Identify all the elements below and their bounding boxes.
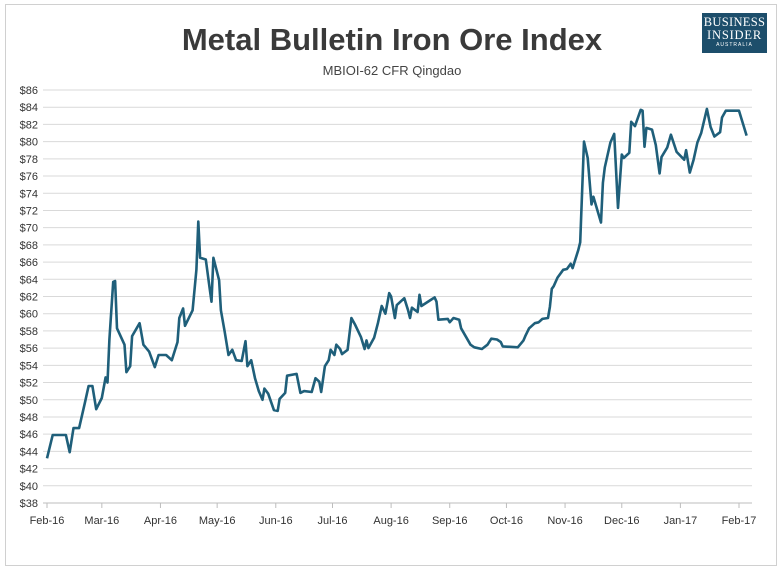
x-tick-label: Sep-16	[432, 515, 467, 527]
business-insider-logo: BUSINESS INSIDER AUSTRALIA	[702, 13, 767, 53]
y-tick-label: $82	[20, 119, 38, 131]
y-tick-label: $76	[20, 171, 38, 183]
y-tick-label: $38	[20, 498, 38, 510]
y-tick-label: $60	[20, 309, 38, 321]
y-tick-label: $84	[20, 102, 38, 114]
y-tick-label: $86	[20, 85, 38, 97]
y-tick-label: $58	[20, 326, 38, 338]
y-tick-label: $52	[20, 378, 38, 390]
x-tick-label: Feb-16	[30, 515, 65, 527]
y-tick-label: $74	[20, 188, 38, 200]
x-tick-label: Dec-16	[604, 515, 639, 527]
chart-subtitle: MBIOI-62 CFR Qingdao	[322, 63, 462, 78]
x-tick-label: Nov-16	[547, 515, 582, 527]
y-tick-label: $50	[20, 395, 38, 407]
x-tick-label: Mar-16	[84, 515, 119, 527]
y-tick-label: $54	[20, 360, 38, 372]
y-tick-label: $48	[20, 412, 38, 424]
y-tick-label: $78	[20, 154, 38, 166]
x-tick-label: May-16	[199, 515, 236, 527]
y-tick-label: $66	[20, 257, 38, 269]
y-tick-label: $42	[20, 464, 38, 476]
price-line	[45, 107, 748, 459]
y-tick-label: $56	[20, 343, 38, 355]
y-tick-label: $40	[20, 481, 38, 493]
logo-line-3: AUSTRALIA	[716, 42, 753, 48]
logo-line-2: INSIDER	[707, 27, 762, 42]
y-tick-label: $46	[20, 429, 38, 441]
y-tick-label: $62	[20, 292, 38, 304]
y-tick-label: $68	[20, 240, 38, 252]
chart-title: Metal Bulletin Iron Ore Index	[181, 22, 603, 57]
x-tick-label: Feb-17	[722, 515, 757, 527]
y-tick-label: $70	[20, 223, 38, 235]
y-tick-label: $72	[20, 205, 38, 217]
chart-frame	[5, 4, 777, 566]
logo-line-1: BUSINESS	[703, 15, 766, 29]
y-tick-label: $44	[20, 446, 38, 458]
y-tick-label: $64	[20, 274, 38, 286]
x-tick-label: Jul-16	[318, 515, 348, 527]
y-tick-label: $80	[20, 137, 38, 149]
x-tick-label: Jun-16	[259, 515, 293, 527]
x-tick-label: Jan-17	[664, 515, 698, 527]
x-tick-label: Aug-16	[373, 515, 408, 527]
x-tick-label: Oct-16	[490, 515, 523, 527]
x-tick-label: Apr-16	[144, 515, 177, 527]
